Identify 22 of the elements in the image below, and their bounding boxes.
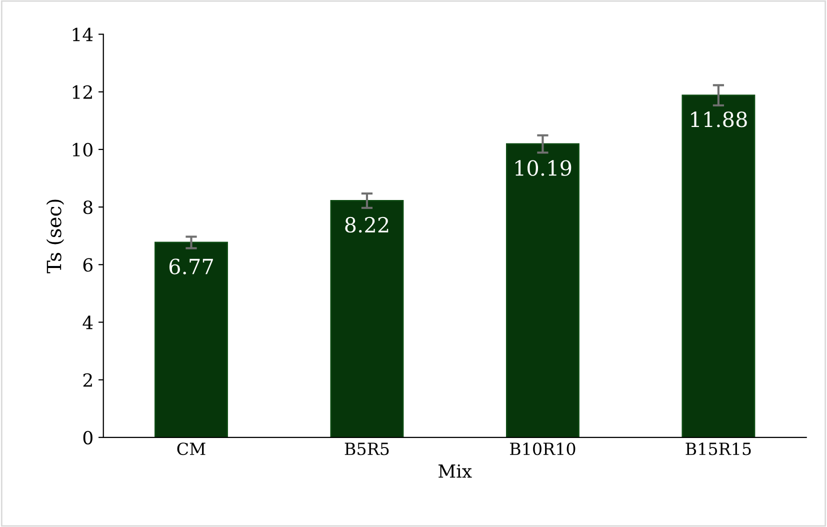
- data-label: 11.88: [691, 112, 747, 128]
- y-tick-label: 12: [72, 85, 92, 99]
- x-axis-title: Mix: [438, 464, 472, 478]
- data-label: 8.22: [345, 216, 388, 233]
- y-tick-label: 2: [83, 373, 92, 387]
- y-tick-label: 6: [83, 258, 93, 272]
- x-tick-label: B10R10: [510, 442, 576, 456]
- data-label: 10.19: [515, 160, 572, 176]
- y-tick-label: 8: [83, 200, 92, 214]
- bar: [330, 200, 404, 438]
- y-tick-label: 4: [82, 316, 93, 330]
- bar: [682, 94, 756, 438]
- x-tick-label: CM: [177, 442, 206, 456]
- y-tick-label: 10: [72, 142, 92, 157]
- x-tick-label: B15R15: [686, 442, 751, 456]
- bar: [506, 143, 580, 438]
- data-label: 6.77: [169, 258, 213, 274]
- x-tick-label: B5R5: [344, 442, 389, 456]
- y-tick-label: 14: [72, 28, 93, 42]
- bar: [154, 242, 228, 438]
- y-axis-title: Ts (sec): [46, 200, 64, 274]
- y-tick-label: 0: [83, 430, 92, 445]
